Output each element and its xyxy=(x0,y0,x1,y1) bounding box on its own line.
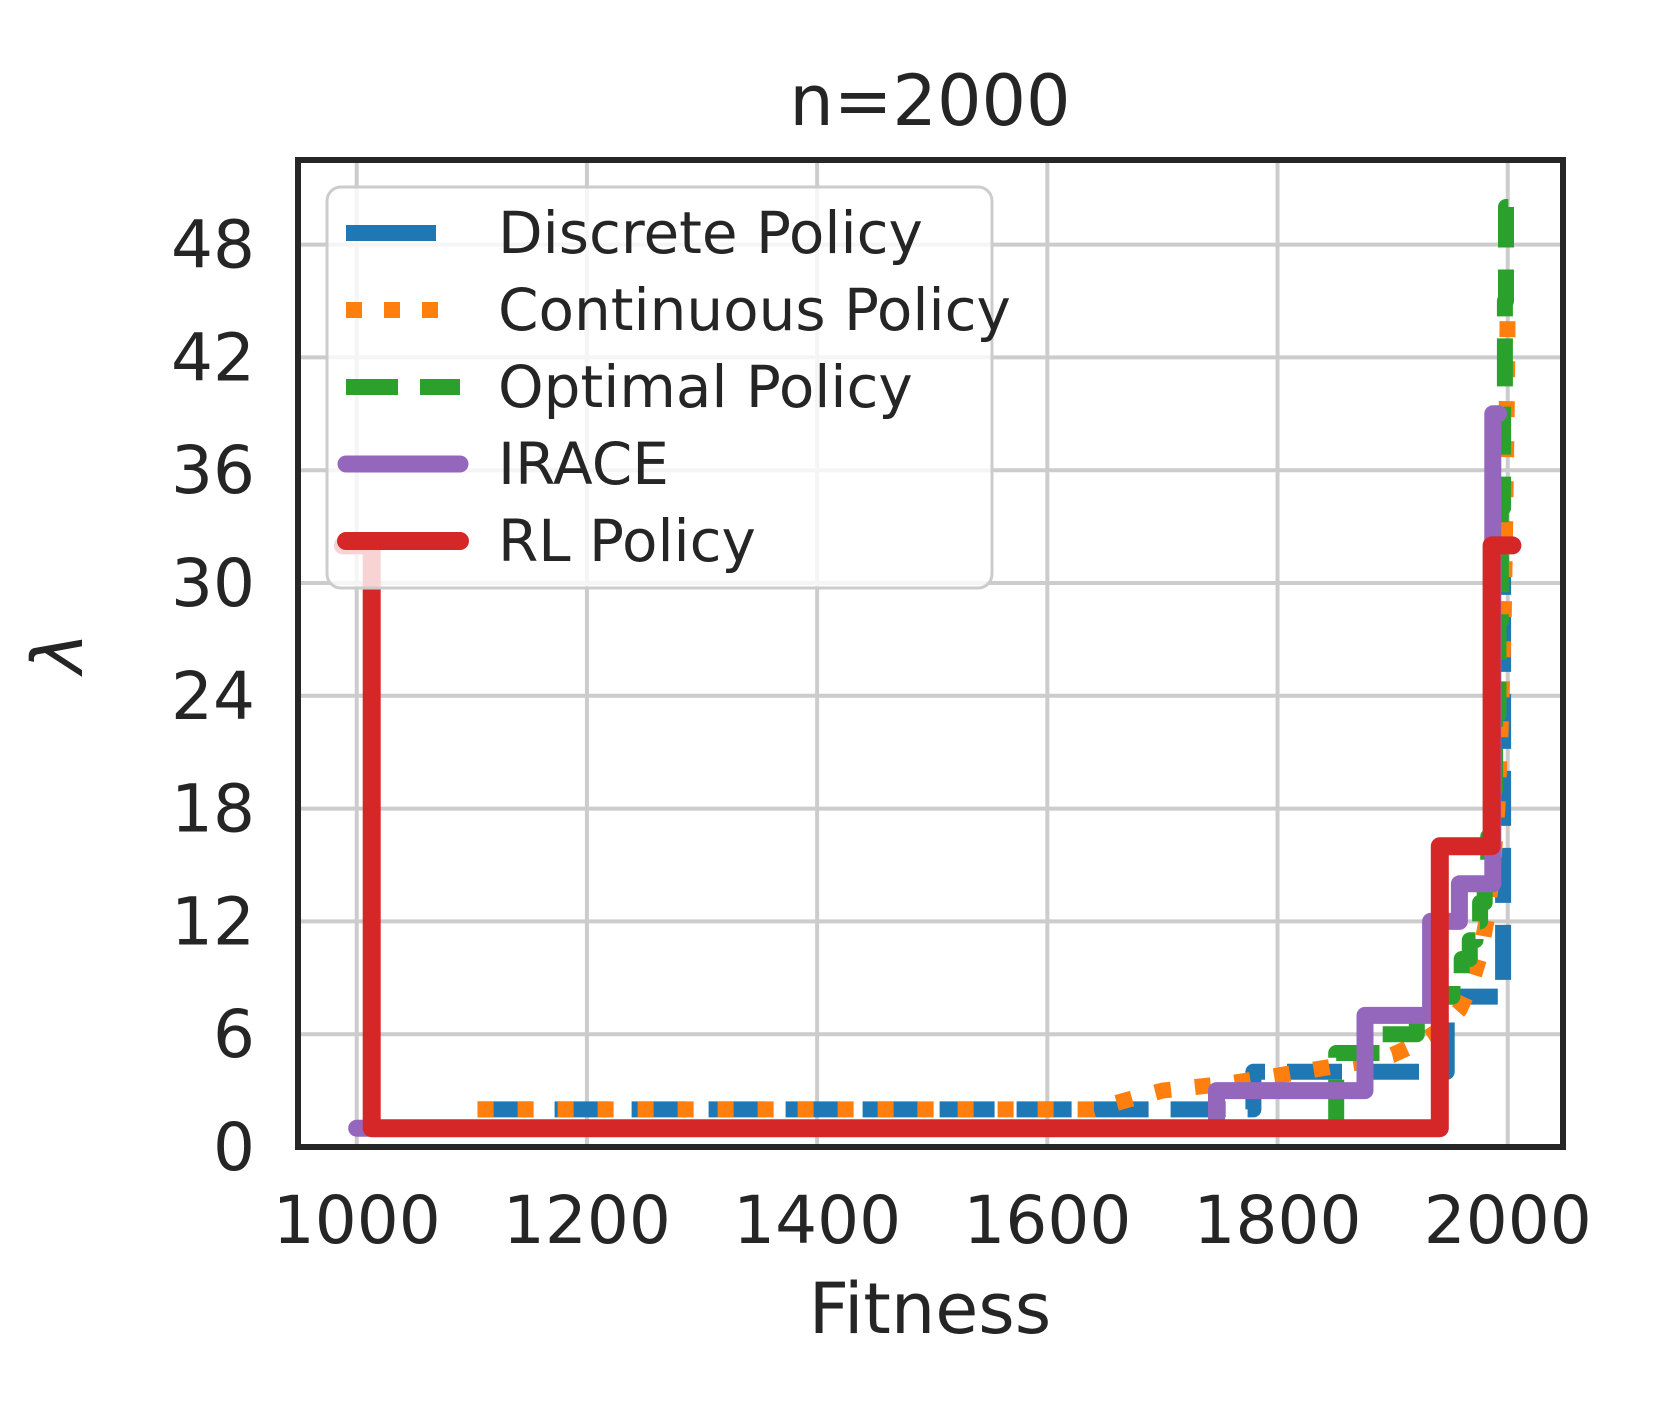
y-tick-label: 30 xyxy=(171,545,255,622)
axis-tick-labels: 1000 1200 1400 1600 1800 2000 0 6 12 18 24 30 36 42 48 xyxy=(171,207,1592,1259)
y-tick-label: 42 xyxy=(171,319,255,396)
y-axis-label: λ xyxy=(17,632,99,677)
x-tick-label: 1000 xyxy=(273,1182,441,1259)
y-tick-label: 36 xyxy=(171,432,255,509)
legend-box xyxy=(325,185,994,590)
series-optimal-policy xyxy=(356,199,1514,1137)
x-tick-label: 1200 xyxy=(503,1182,671,1259)
y-tick-label: 18 xyxy=(171,771,255,848)
x-tick-label: 1800 xyxy=(1194,1182,1362,1259)
legend: Discrete Policy Continuous Policy Optimal … xyxy=(325,185,1011,590)
y-tick-label: 24 xyxy=(171,658,255,735)
legend-label-optimal-policy: Optimal Policy xyxy=(498,353,913,421)
x-tick-label: 2000 xyxy=(1424,1182,1592,1259)
x-axis-label: Fitness xyxy=(809,1268,1051,1350)
plot-border xyxy=(295,157,1566,1150)
legend-label-rl-policy: RL Policy xyxy=(498,507,756,575)
series-discrete-policy xyxy=(477,556,1512,1118)
y-tick-label: 6 xyxy=(213,996,255,1073)
data-series xyxy=(333,199,1522,1138)
legend-label-continuous-policy: Continuous Policy xyxy=(498,276,1011,344)
legend-label-irace: IRACE xyxy=(498,430,669,498)
y-tick-label: 48 xyxy=(171,207,255,284)
x-tick-label: 1400 xyxy=(733,1182,901,1259)
series-rl-policy xyxy=(333,536,1522,1138)
y-tick-label: 0 xyxy=(213,1109,255,1186)
x-tick-label: 1600 xyxy=(963,1182,1131,1259)
legend-label-discrete-policy: Discrete Policy xyxy=(498,199,923,267)
y-tick-label: 12 xyxy=(171,883,255,960)
chart-title: n=2000 xyxy=(789,60,1070,142)
